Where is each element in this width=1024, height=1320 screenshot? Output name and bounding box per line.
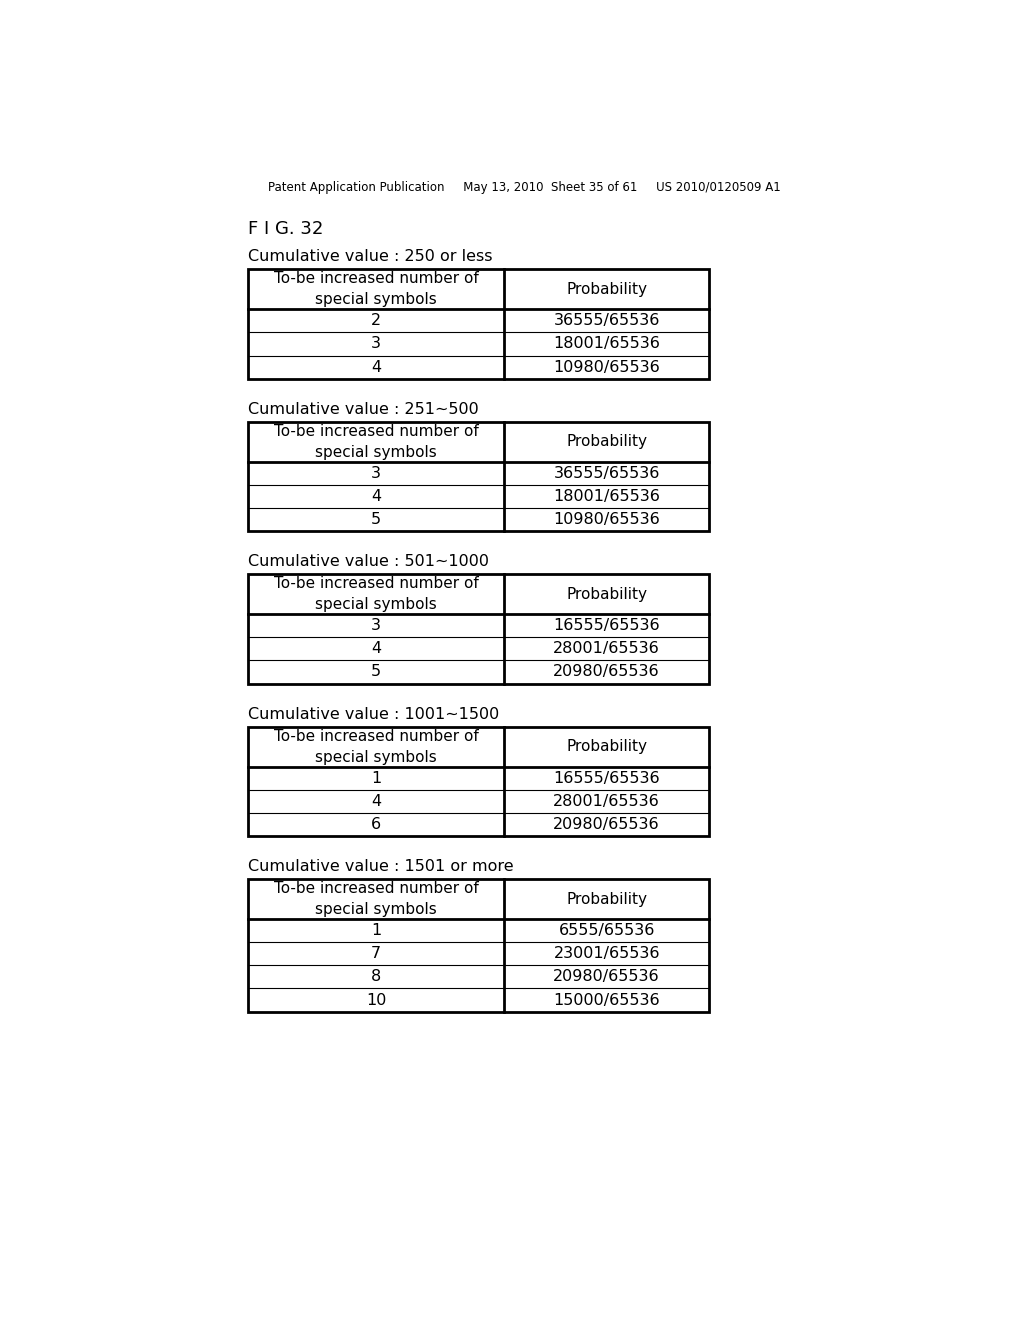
Bar: [248, 726, 710, 836]
Text: 23001/65536: 23001/65536: [553, 946, 659, 961]
Text: 28001/65536: 28001/65536: [553, 642, 660, 656]
Text: 4: 4: [371, 359, 381, 375]
Text: 4: 4: [371, 488, 381, 504]
Text: 16555/65536: 16555/65536: [553, 618, 659, 634]
Text: To-be increased number of
special symbols: To-be increased number of special symbol…: [273, 882, 478, 917]
Bar: [248, 574, 710, 684]
Text: Probability: Probability: [566, 434, 647, 449]
Text: 16555/65536: 16555/65536: [553, 771, 659, 785]
Text: 2: 2: [371, 313, 381, 329]
Text: 10980/65536: 10980/65536: [553, 512, 660, 527]
Text: 8: 8: [371, 969, 381, 985]
Text: 20980/65536: 20980/65536: [553, 969, 659, 985]
Text: Patent Application Publication     May 13, 2010  Sheet 35 of 61     US 2010/0120: Patent Application Publication May 13, 2…: [268, 181, 781, 194]
Text: To-be increased number of
special symbols: To-be increased number of special symbol…: [273, 729, 478, 764]
Text: Cumulative value : 501∼1000: Cumulative value : 501∼1000: [248, 554, 489, 569]
Bar: [248, 879, 710, 1011]
Text: Cumulative value : 250 or less: Cumulative value : 250 or less: [248, 249, 493, 264]
Text: Probability: Probability: [566, 586, 647, 602]
Text: 10: 10: [366, 993, 386, 1007]
Text: To-be increased number of
special symbols: To-be increased number of special symbol…: [273, 577, 478, 612]
Text: 1: 1: [371, 771, 381, 785]
Text: 36555/65536: 36555/65536: [553, 466, 659, 480]
Text: Cumulative value : 1001∼1500: Cumulative value : 1001∼1500: [248, 706, 500, 722]
Text: 18001/65536: 18001/65536: [553, 337, 660, 351]
Text: 5: 5: [371, 664, 381, 680]
Text: 6555/65536: 6555/65536: [558, 923, 654, 939]
Text: F I G. 32: F I G. 32: [248, 220, 324, 238]
Text: To-be increased number of
special symbols: To-be increased number of special symbol…: [273, 424, 478, 459]
Text: 4: 4: [371, 793, 381, 809]
Text: 3: 3: [371, 466, 381, 480]
Text: Probability: Probability: [566, 739, 647, 754]
Text: 1: 1: [371, 923, 381, 939]
Text: 6: 6: [371, 817, 381, 832]
Text: Probability: Probability: [566, 281, 647, 297]
Text: Cumulative value : 251∼500: Cumulative value : 251∼500: [248, 401, 479, 417]
Text: 10980/65536: 10980/65536: [553, 359, 660, 375]
Bar: [248, 422, 710, 531]
Text: 3: 3: [371, 337, 381, 351]
Text: 18001/65536: 18001/65536: [553, 488, 660, 504]
Text: 36555/65536: 36555/65536: [553, 313, 659, 329]
Text: 20980/65536: 20980/65536: [553, 817, 659, 832]
Text: 3: 3: [371, 618, 381, 634]
Text: 28001/65536: 28001/65536: [553, 793, 660, 809]
Text: Probability: Probability: [566, 891, 647, 907]
Text: 15000/65536: 15000/65536: [553, 993, 659, 1007]
Text: 5: 5: [371, 512, 381, 527]
Bar: [248, 269, 710, 379]
Text: 4: 4: [371, 642, 381, 656]
Text: Cumulative value : 1501 or more: Cumulative value : 1501 or more: [248, 859, 514, 874]
Text: 20980/65536: 20980/65536: [553, 664, 659, 680]
Text: 7: 7: [371, 946, 381, 961]
Text: To-be increased number of
special symbols: To-be increased number of special symbol…: [273, 272, 478, 308]
